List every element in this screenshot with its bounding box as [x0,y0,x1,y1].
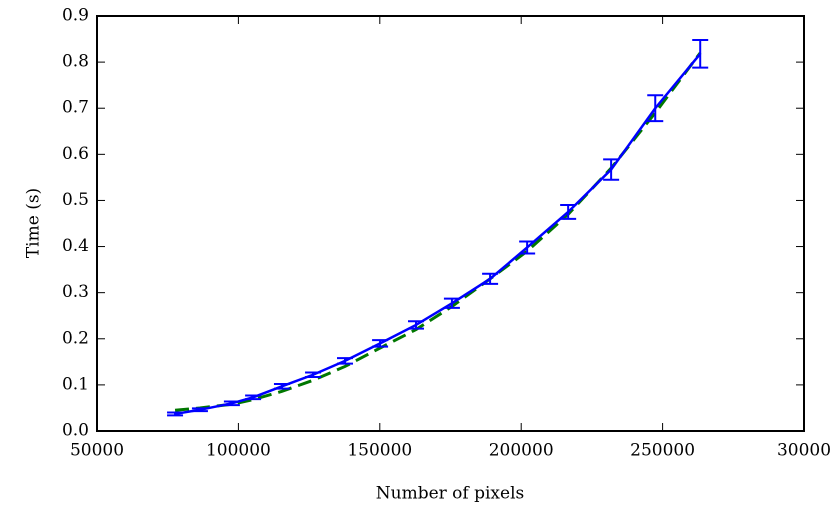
x-tick-label: 100000 [206,441,271,461]
y-tick-label: 0.0 [62,421,89,441]
error-bar [305,371,322,379]
error-bar [407,320,424,330]
y-tick-label: 0.4 [62,236,89,256]
error-bar [337,357,354,365]
error-bar [443,297,460,309]
y-tick-label: 0.1 [62,374,89,394]
x-tick-label: 250000 [630,441,695,461]
y-tick-label: 0.8 [62,52,89,72]
error-bar [560,204,577,220]
error-bar [519,240,536,255]
error-bar [167,411,184,417]
y-axis-label: Time (s) [24,188,44,258]
error-bar [273,382,290,390]
error-bar [245,394,262,401]
x-axis-label: Number of pixels [376,484,524,504]
y-tick-label: 0.5 [62,190,89,210]
data-line [174,51,702,412]
y-tick-label: 0.9 [62,6,89,26]
error-bar [482,272,499,285]
error-bar [603,158,620,181]
error-bar [692,38,709,69]
plot-frame [96,15,805,432]
y-tick-label: 0.2 [62,328,89,348]
x-tick-label: 150000 [347,441,412,461]
y-tick-label: 0.3 [62,282,89,302]
x-tick-label: 30000 [777,441,831,461]
y-tick-label: 0.7 [62,98,89,118]
error-bar [191,407,208,413]
x-tick-label: 50000 [70,441,124,461]
error-bar [647,94,664,123]
error-bar [372,339,389,348]
error-bar [223,400,240,407]
x-tick-label: 200000 [489,441,554,461]
data-line [174,53,702,416]
y-tick-label: 0.6 [62,144,89,164]
